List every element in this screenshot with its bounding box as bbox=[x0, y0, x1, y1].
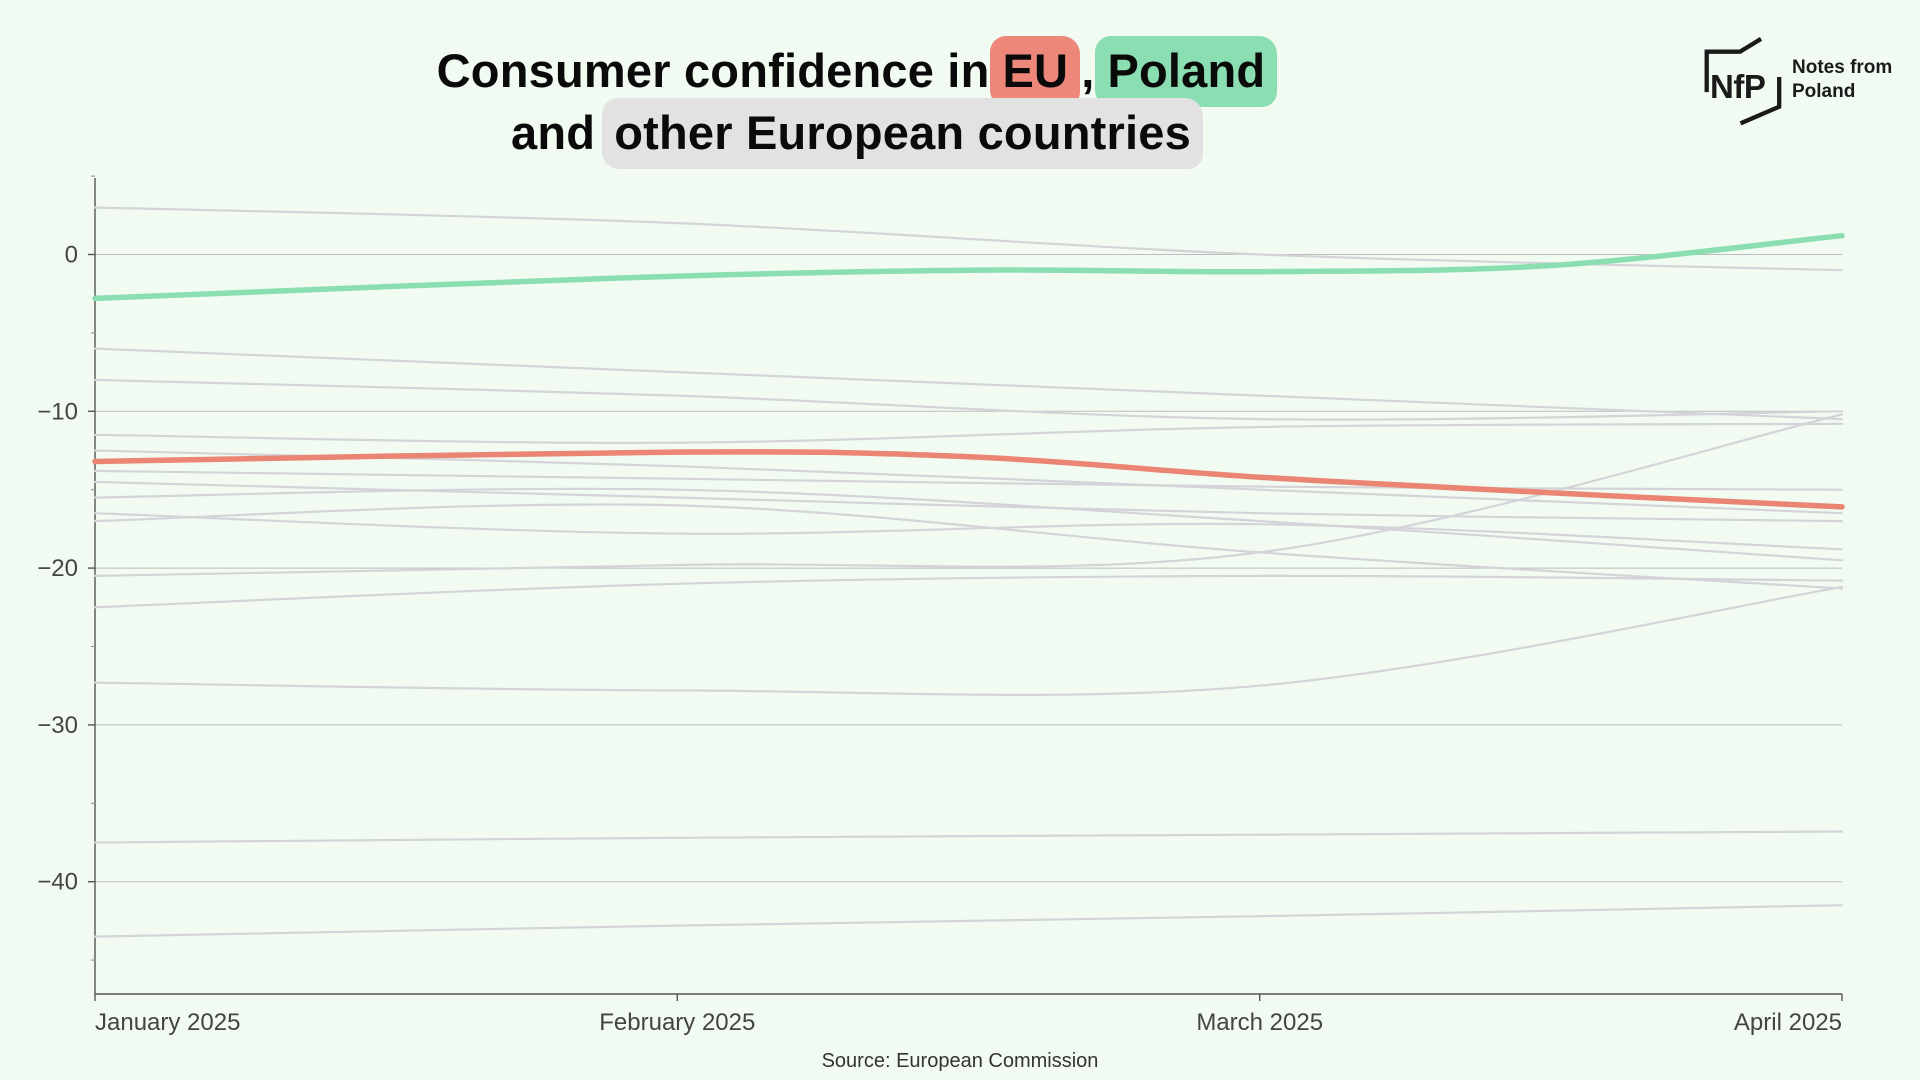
svg-text:January 2025: January 2025 bbox=[95, 1009, 240, 1036]
svg-text:−10: −10 bbox=[37, 398, 78, 425]
svg-text:−20: −20 bbox=[37, 555, 78, 582]
svg-text:−30: −30 bbox=[37, 712, 78, 739]
svg-text:0: 0 bbox=[65, 242, 78, 269]
svg-text:March 2025: March 2025 bbox=[1196, 1009, 1323, 1036]
svg-text:Source: European Commission: Source: European Commission bbox=[822, 1050, 1099, 1072]
svg-text:February 2025: February 2025 bbox=[599, 1009, 755, 1036]
svg-text:April 2025: April 2025 bbox=[1734, 1009, 1842, 1036]
svg-text:−40: −40 bbox=[37, 869, 78, 896]
